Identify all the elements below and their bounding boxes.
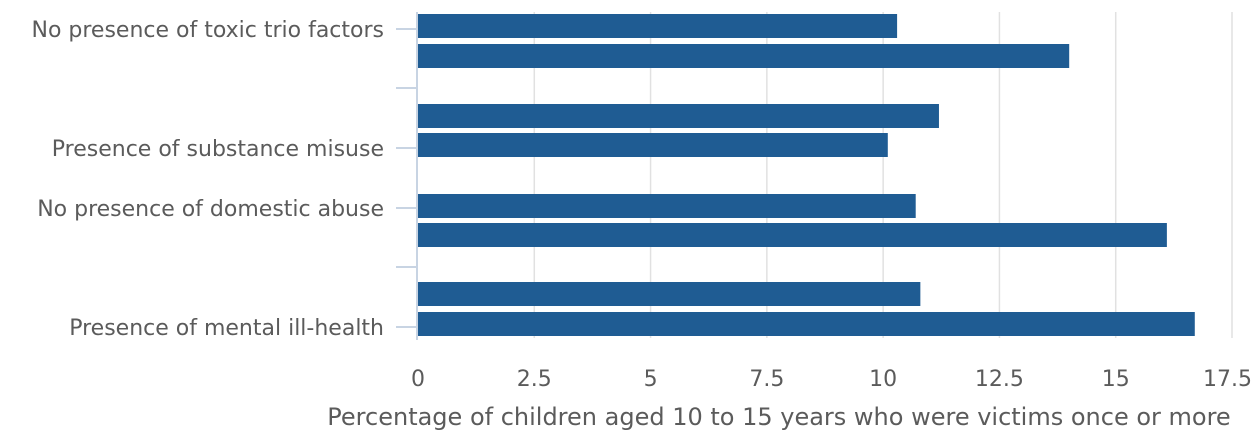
bar bbox=[418, 312, 1195, 336]
x-tick-label: 17.5 bbox=[1203, 367, 1252, 392]
x-tick-label: 15 bbox=[1102, 367, 1130, 392]
bar bbox=[418, 282, 921, 306]
x-axis-ticks: 0 2.5 5 7.5 10 12.5 15 17.5 bbox=[411, 367, 1252, 392]
bar bbox=[418, 44, 1070, 68]
x-tick-label: 10 bbox=[869, 367, 897, 392]
bars bbox=[418, 14, 1195, 336]
category-label: No presence of toxic trio factors bbox=[31, 18, 384, 43]
x-tick-label: 12.5 bbox=[975, 367, 1024, 392]
category-labels: No presence of toxic trio factors Presenc… bbox=[31, 18, 384, 341]
bar bbox=[418, 194, 916, 218]
category-label: No presence of domestic abuse bbox=[37, 197, 384, 222]
x-tick-label: 7.5 bbox=[749, 367, 784, 392]
bar bbox=[418, 223, 1167, 247]
x-axis-title: Percentage of children aged 10 to 15 yea… bbox=[327, 403, 1230, 431]
x-tick-label: 0 bbox=[411, 367, 425, 392]
bar bbox=[418, 104, 939, 128]
category-label: Presence of substance misuse bbox=[52, 137, 384, 162]
bar bbox=[418, 133, 888, 157]
y-axis bbox=[396, 12, 418, 340]
x-tick-label: 2.5 bbox=[517, 367, 552, 392]
category-label: Presence of mental ill-health bbox=[69, 316, 384, 341]
x-tick-label: 5 bbox=[644, 367, 658, 392]
bar bbox=[418, 14, 898, 38]
